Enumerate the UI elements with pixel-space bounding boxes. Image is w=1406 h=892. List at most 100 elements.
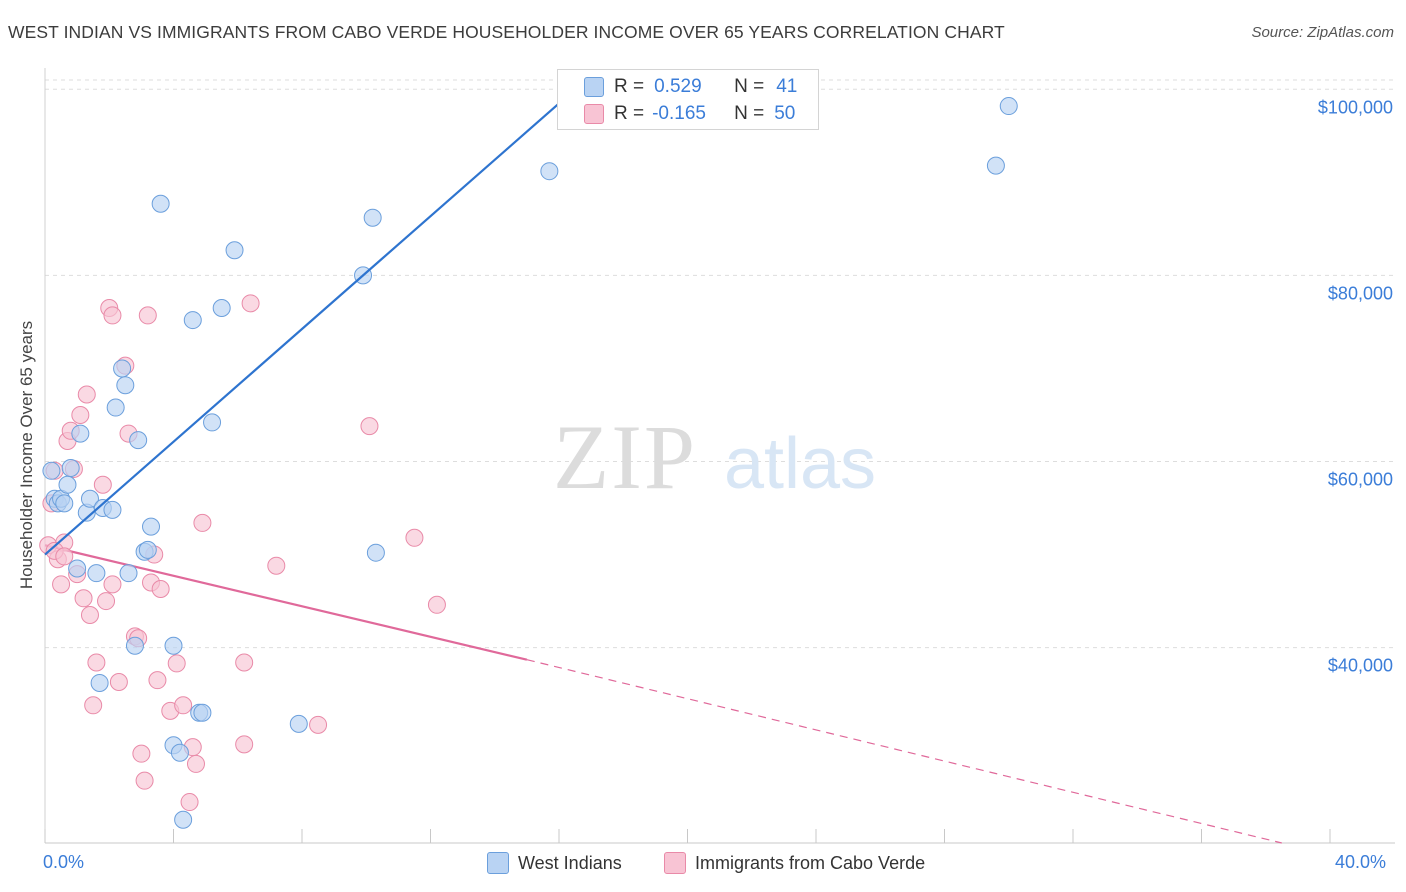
data-point-west-indians <box>42 461 61 480</box>
legend-r-value: -0.165 <box>652 103 706 124</box>
legend-swatch-blue <box>584 77 604 97</box>
legend-row-west-indians: R = 0.529 N = 41 <box>584 75 797 99</box>
data-point-cabo-verde <box>109 673 128 692</box>
legend-row-cabo-verde: R = -0.165 N = 50 <box>584 102 795 126</box>
legend-n-label: N = <box>734 76 765 97</box>
data-point-cabo-verde <box>103 575 122 594</box>
data-point-cabo-verde <box>135 771 154 790</box>
data-point-west-indians <box>193 703 212 722</box>
legend-label-west-indians: West Indians <box>518 852 622 873</box>
data-point-cabo-verde <box>151 579 170 598</box>
data-point-cabo-verde <box>87 653 106 672</box>
data-point-west-indians <box>999 97 1018 116</box>
y-tick-label: $100,000 <box>1318 97 1393 117</box>
data-point-cabo-verde <box>103 306 122 325</box>
data-point-west-indians <box>540 162 559 181</box>
data-point-cabo-verde <box>405 528 424 547</box>
data-point-cabo-verde <box>174 696 193 715</box>
y-tick-label: $60,000 <box>1328 470 1393 490</box>
data-point-west-indians <box>71 424 90 443</box>
trend-line <box>44 88 576 556</box>
data-point-west-indians <box>225 241 244 260</box>
data-point-west-indians <box>113 359 132 378</box>
chart-title: WEST INDIAN VS IMMIGRANTS FROM CABO VERD… <box>8 22 1005 42</box>
data-point-west-indians <box>164 636 183 655</box>
y-tick-labels: $40,000 $60,000 $80,000 $100,000 <box>1318 97 1393 675</box>
x-tick-label-max: 40.0% <box>1335 852 1387 872</box>
legend-item-cabo-verde[interactable]: Immigrants from Cabo Verde <box>664 852 925 874</box>
trend-west-indians <box>44 88 576 556</box>
data-point-west-indians <box>90 673 109 692</box>
data-point-cabo-verde <box>427 595 446 614</box>
axes <box>44 68 1395 844</box>
legend-swatch-pink <box>584 104 604 124</box>
data-point-west-indians <box>203 413 222 432</box>
grid-lines <box>45 79 1395 649</box>
data-point-cabo-verde <box>360 417 379 436</box>
data-point-west-indians <box>68 559 87 578</box>
legend-swatch-pink <box>664 852 686 874</box>
data-point-west-indians <box>170 743 189 762</box>
data-point-west-indians <box>151 194 170 213</box>
series-legend: West Indians Immigrants from Cabo Verde <box>0 852 1406 878</box>
y-tick-label: $40,000 <box>1328 656 1393 676</box>
trend-line-dashed <box>526 659 1282 844</box>
data-point-west-indians <box>119 564 138 583</box>
data-point-cabo-verde <box>235 653 254 672</box>
data-point-cabo-verde <box>97 592 116 611</box>
data-point-west-indians <box>986 156 1005 175</box>
data-point-west-indians <box>103 500 122 519</box>
data-point-cabo-verde <box>138 306 157 325</box>
data-point-cabo-verde <box>186 754 205 773</box>
legend-r-value: 0.529 <box>654 76 702 97</box>
y-tick-label: $80,000 <box>1328 283 1393 303</box>
trend-cabo-verde <box>44 544 1282 844</box>
legend-n-value: 41 <box>776 76 798 97</box>
data-point-west-indians <box>87 564 106 583</box>
data-point-west-indians <box>58 475 77 494</box>
correlation-legend: R = 0.529 N = 41 R = -0.165 N = 50 <box>557 69 819 130</box>
data-point-west-indians <box>142 517 161 536</box>
data-point-west-indians <box>363 208 382 227</box>
data-point-west-indians <box>125 636 144 655</box>
data-point-west-indians <box>212 298 231 317</box>
legend-n-value: 50 <box>774 103 796 124</box>
data-point-cabo-verde <box>132 744 151 763</box>
data-point-cabo-verde <box>52 575 71 594</box>
data-point-cabo-verde <box>148 671 167 690</box>
x-tick-label-min: 0.0% <box>43 852 85 872</box>
data-point-west-indians <box>366 543 385 562</box>
data-point-west-indians <box>138 540 157 559</box>
data-point-cabo-verde <box>71 405 90 424</box>
legend-swatch-blue <box>487 852 509 874</box>
data-point-cabo-verde <box>180 793 199 812</box>
data-point-cabo-verde <box>77 385 96 404</box>
data-point-cabo-verde <box>93 475 112 494</box>
watermark-atlas: atlas <box>724 424 876 504</box>
legend-item-west-indians[interactable]: West Indians <box>487 852 622 874</box>
data-point-west-indians <box>116 376 135 395</box>
data-point-cabo-verde <box>235 735 254 754</box>
legend-r-label: R = <box>614 76 645 97</box>
watermark: ZIP atlas <box>553 406 876 508</box>
data-point-cabo-verde <box>55 547 74 566</box>
data-point-west-indians <box>174 810 193 829</box>
data-point-west-indians <box>183 311 202 330</box>
data-point-west-indians <box>80 489 99 508</box>
data-point-cabo-verde <box>193 513 212 532</box>
data-point-cabo-verde <box>74 589 93 608</box>
data-point-cabo-verde <box>267 556 286 575</box>
data-point-west-indians <box>106 398 125 417</box>
trend-line-solid <box>44 544 528 661</box>
watermark-zip: ZIP <box>553 406 697 508</box>
data-point-cabo-verde <box>167 654 186 673</box>
data-point-west-indians <box>129 431 148 450</box>
data-point-cabo-verde <box>309 715 328 734</box>
source-label: Source: ZipAtlas.com <box>1251 24 1394 41</box>
legend-n-label: N = <box>734 103 765 124</box>
data-point-cabo-verde <box>84 696 103 715</box>
legend-r-label: R = <box>614 103 645 124</box>
data-point-west-indians <box>289 714 308 733</box>
data-point-cabo-verde <box>241 294 260 313</box>
